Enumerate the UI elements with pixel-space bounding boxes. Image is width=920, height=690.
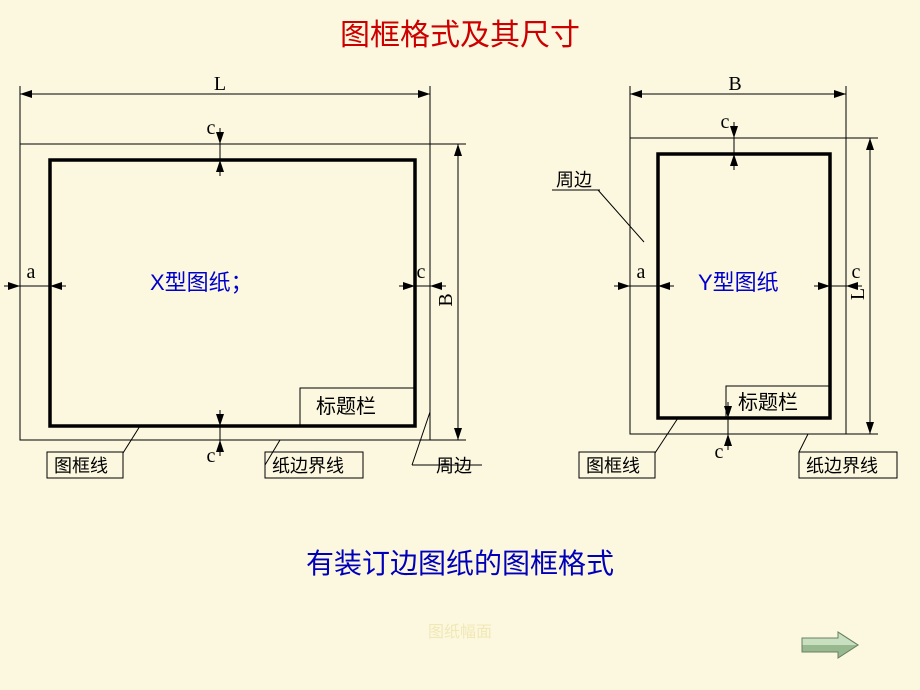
footer-text: 图纸幅面	[0, 618, 920, 642]
svg-text:a: a	[637, 261, 646, 283]
svg-text:c: c	[852, 261, 861, 283]
svg-text:图框线: 图框线	[54, 456, 108, 476]
left-dim-c-bottom: c	[207, 410, 230, 467]
left-center-label: X型图纸；	[150, 270, 253, 295]
right-callout-paper-edge: 纸边界线	[799, 434, 897, 478]
svg-text:图框线: 图框线	[586, 456, 640, 476]
svg-text:c: c	[417, 261, 426, 283]
next-button[interactable]	[800, 630, 860, 660]
next-arrow-icon	[800, 630, 860, 660]
left-dim-L: L	[20, 73, 430, 144]
svg-text:c: c	[715, 441, 724, 463]
svg-text:c: c	[207, 117, 216, 139]
left-dim-B: B	[430, 144, 466, 440]
right-dim-B: B	[630, 73, 846, 138]
left-title-block-label: 标题栏	[316, 395, 376, 418]
svg-text:c: c	[207, 445, 216, 467]
left-callout-frame-line: 图框线	[47, 426, 140, 478]
svg-text:B: B	[728, 73, 741, 95]
page-subtitle: 有装订边图纸的图框格式	[0, 542, 920, 582]
right-dim-c-top: c	[721, 111, 744, 170]
diagrams-svg: 标题栏 X型图纸； L B a	[0, 72, 920, 502]
right-dim-c-bottom: c	[715, 402, 738, 463]
left-dim-c-top: c	[207, 117, 230, 176]
right-center-label: Y型图纸	[698, 270, 779, 295]
page-title: 图框格式及其尺寸	[0, 0, 920, 54]
diagram-container: 标题栏 X型图纸； L B a	[0, 72, 920, 502]
svg-text:L: L	[214, 73, 226, 95]
svg-text:c: c	[721, 111, 730, 133]
svg-text:纸边界线: 纸边界线	[272, 456, 344, 476]
svg-text:纸边界线: 纸边界线	[806, 456, 878, 476]
left-callout-perimeter: 周边	[412, 412, 482, 476]
right-dim-a: a	[614, 261, 674, 296]
right-title-block-label: 标题栏	[738, 391, 798, 414]
svg-text:B: B	[435, 293, 457, 306]
left-dim-a: a	[4, 261, 66, 296]
svg-text:周边: 周边	[556, 170, 592, 190]
right-callout-frame-line: 图框线	[579, 418, 678, 478]
svg-text:a: a	[27, 261, 36, 283]
left-dim-c-right: c	[399, 261, 446, 296]
left-diagram: 标题栏 X型图纸； L B a	[4, 73, 482, 478]
left-callout-paper-edge: 纸边界线	[265, 440, 363, 478]
right-diagram: 标题栏 Y型图纸 B L a	[552, 73, 897, 478]
svg-text:周边: 周边	[436, 456, 472, 476]
